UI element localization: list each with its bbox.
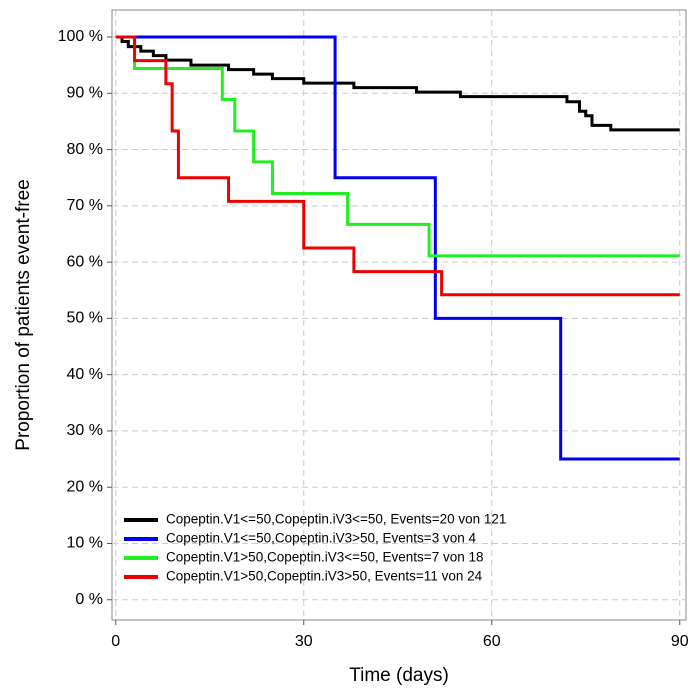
legend-label: Copeptin.V1>50,Copeptin.iV3>50, Events=1… bbox=[166, 569, 483, 584]
y-tick-label: 30 % bbox=[67, 422, 103, 439]
y-tick-label: 60 % bbox=[67, 253, 103, 270]
y-axis-title: Proportion of patients event-free bbox=[13, 179, 34, 450]
x-tick-label: 0 bbox=[111, 633, 120, 650]
plot-frame bbox=[111, 9, 687, 621]
legend-label: Copeptin.V1<=50,Copeptin.iV3<=50, Events… bbox=[166, 512, 506, 527]
y-tick-label: 90 % bbox=[67, 85, 103, 102]
legend-label: Copeptin.V1>50,Copeptin.iV3<=50, Events=… bbox=[166, 550, 484, 565]
km-curve bbox=[115, 35, 680, 297]
y-tick-label: 20 % bbox=[67, 478, 103, 495]
y-tick-label: 80 % bbox=[67, 141, 103, 158]
y-tick-label: 100 % bbox=[58, 28, 103, 45]
x-axis-title: Time (days) bbox=[349, 665, 449, 686]
km-curve bbox=[115, 35, 680, 461]
legend-label: Copeptin.V1<=50,Copeptin.iV3>50, Events=… bbox=[166, 531, 476, 546]
x-tick-label: 60 bbox=[483, 633, 501, 650]
y-tick-label: 10 % bbox=[67, 535, 103, 552]
y-tick-label: 70 % bbox=[67, 197, 103, 214]
km-curve bbox=[115, 35, 680, 132]
y-tick-label: 50 % bbox=[67, 310, 103, 327]
y-tick-label: 0 % bbox=[75, 591, 103, 608]
x-tick-label: 30 bbox=[295, 633, 313, 650]
km-curve bbox=[115, 35, 680, 258]
y-tick-label: 40 % bbox=[67, 366, 103, 383]
x-tick-label: 90 bbox=[671, 633, 689, 650]
